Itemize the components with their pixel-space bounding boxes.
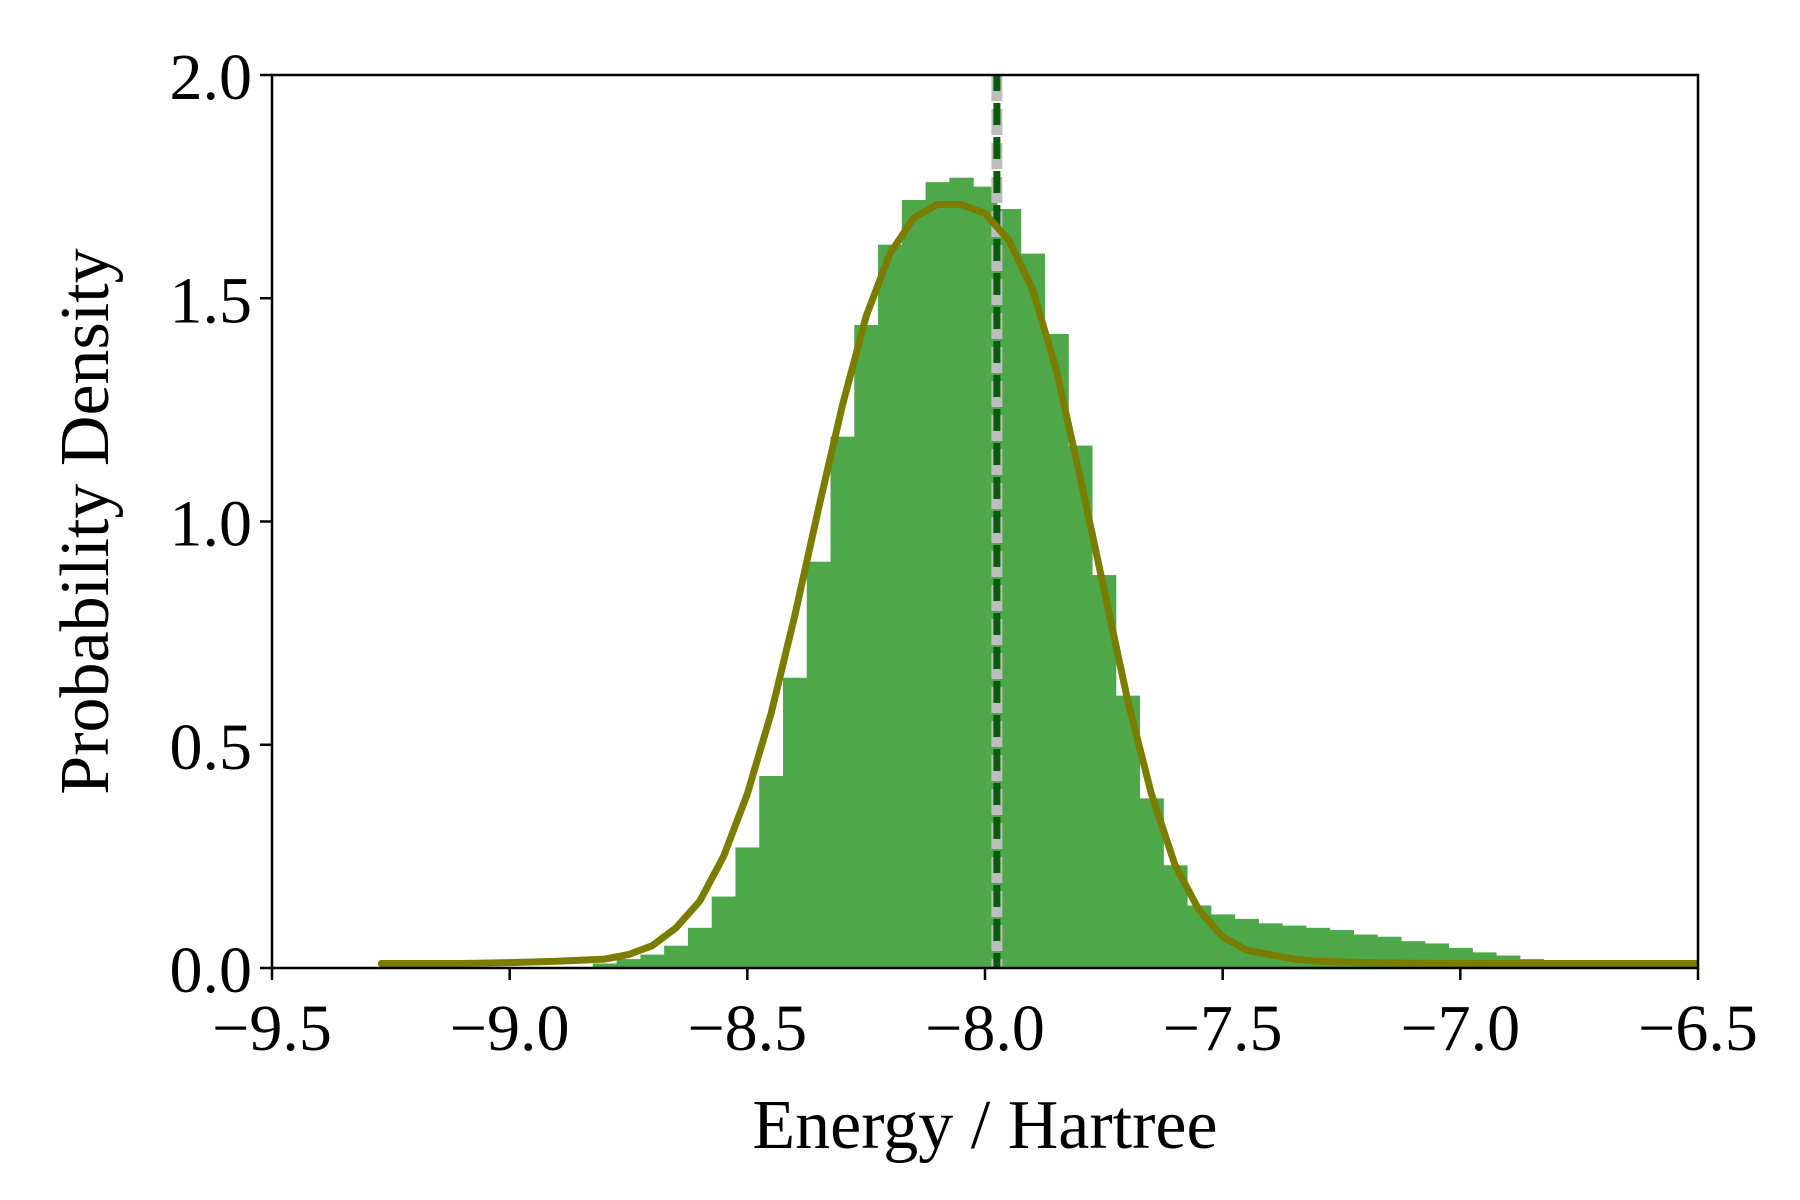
histogram-bar — [1258, 923, 1283, 968]
x-tick-label: −7.5 — [1163, 992, 1283, 1065]
histogram-bar — [759, 776, 784, 968]
fit-curve — [377, 200, 1698, 968]
histogram-bar — [806, 561, 832, 968]
x-tick-label: −8.0 — [925, 992, 1045, 1065]
histogram-bar — [878, 244, 903, 968]
histogram-bar — [640, 954, 665, 968]
x-axis-label: Energy / Hartree — [752, 1087, 1217, 1164]
plot-area — [377, 75, 1698, 968]
y-tick-label: 1.5 — [170, 264, 253, 337]
histogram-bar — [664, 945, 689, 968]
axes: −9.5 −9.0 −8.5 −8.0 −7.5 −7.0 −6.5 0.0 0.5 1.0 1.5… — [170, 41, 1758, 1065]
plot-content — [377, 75, 1698, 968]
histogram-bar — [616, 959, 641, 968]
x-tick-label: −9.5 — [212, 992, 332, 1065]
histogram-bar — [1020, 253, 1046, 968]
histogram-bar — [949, 177, 974, 968]
histogram-bar — [782, 677, 808, 968]
histogram-bar — [1044, 333, 1069, 968]
x-tick-label: −6.5 — [1638, 992, 1758, 1065]
histogram-bar — [925, 182, 950, 968]
x-tick-label: −8.5 — [687, 992, 807, 1065]
y-tick-label: 0.0 — [170, 934, 253, 1007]
y-tick-label: 0.5 — [170, 711, 253, 784]
y-axis-label: Probability Density — [47, 248, 124, 794]
histogram-bar — [830, 436, 855, 968]
x-tick-label: −9.0 — [450, 992, 570, 1065]
histogram-bar — [592, 963, 618, 968]
histogram-bar — [711, 896, 737, 968]
y-tick-label: 1.0 — [170, 488, 253, 561]
histogram-bar — [901, 200, 927, 968]
y-tick-label: 2.0 — [170, 41, 253, 114]
x-tick-label: −7.0 — [1400, 992, 1520, 1065]
histogram-bar — [735, 847, 760, 968]
histogram-bar — [854, 325, 879, 968]
histogram-bar — [687, 927, 713, 968]
